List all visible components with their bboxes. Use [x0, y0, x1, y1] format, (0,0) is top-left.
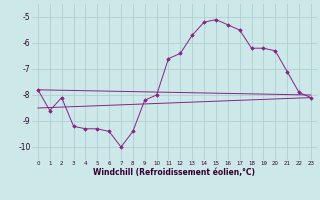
- X-axis label: Windchill (Refroidissement éolien,°C): Windchill (Refroidissement éolien,°C): [93, 168, 255, 177]
